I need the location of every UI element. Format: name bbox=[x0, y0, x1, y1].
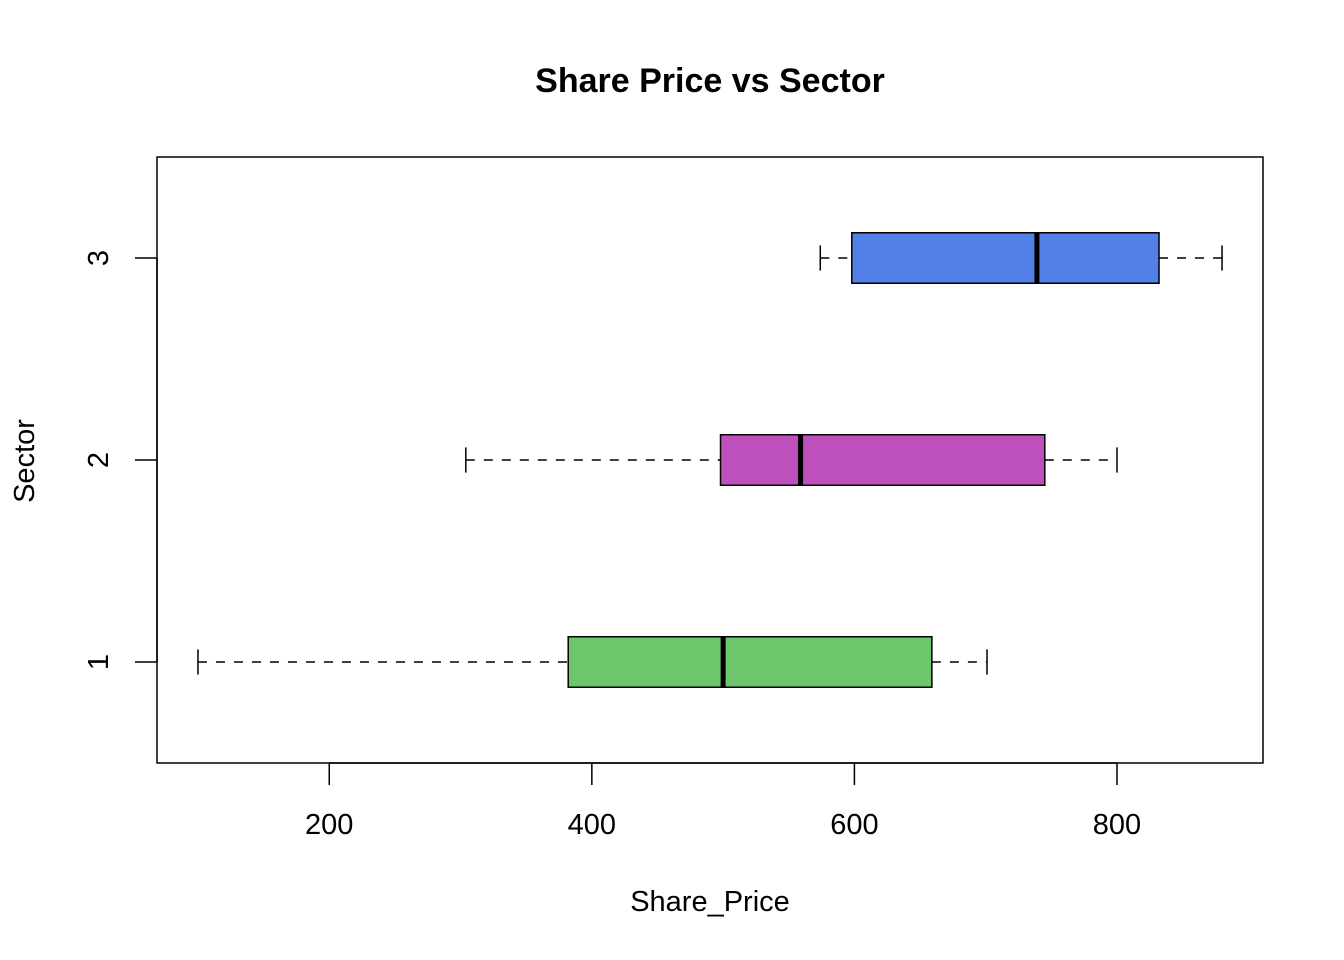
box-sector-1 bbox=[567, 636, 933, 688]
y-axis-label: Sector bbox=[9, 419, 41, 503]
x-axis-label: Share_Price bbox=[630, 886, 790, 918]
box-sector-3 bbox=[851, 232, 1160, 284]
y-tick-label: 3 bbox=[83, 250, 115, 266]
box-sector-2 bbox=[719, 434, 1046, 486]
x-tick-label: 600 bbox=[830, 809, 878, 841]
y-tick-label: 1 bbox=[83, 654, 115, 670]
chart-title: Share Price vs Sector bbox=[535, 62, 885, 100]
x-tick-label: 800 bbox=[1093, 809, 1141, 841]
y-tick-label: 2 bbox=[83, 452, 115, 468]
x-tick-label: 400 bbox=[568, 809, 616, 841]
x-tick-label: 200 bbox=[305, 809, 353, 841]
